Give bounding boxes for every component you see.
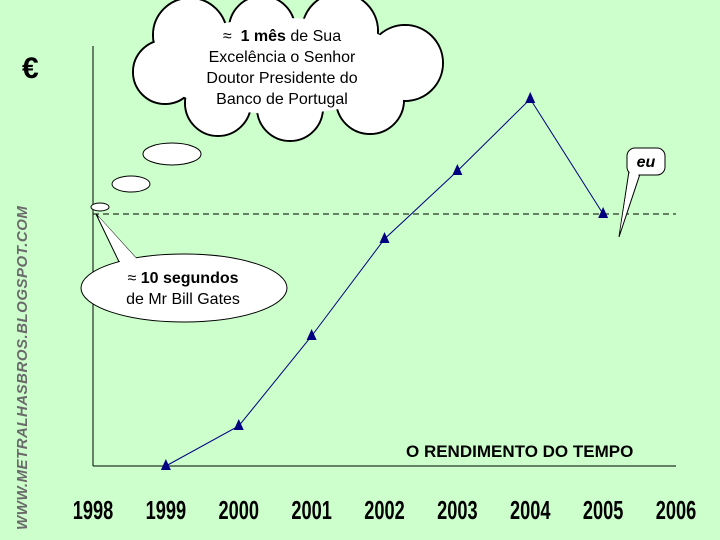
x-tick-label: 2004 — [510, 496, 551, 525]
approx-symbol: ≈ — [127, 270, 137, 287]
gates-line-1: ≈ 10 segundos — [100, 268, 266, 289]
chart-title: O RENDIMENTO DO TEMPO — [406, 442, 634, 461]
x-tick-label: 2000 — [219, 496, 259, 525]
x-tick-label: 2006 — [656, 496, 696, 525]
gates-speech-bubble — [80, 213, 288, 323]
thought-dot-large — [142, 142, 202, 166]
governor-line-1: ≈ 1 mês de Sua — [182, 26, 382, 47]
data-point-marker — [160, 459, 171, 470]
data-point-marker — [525, 92, 536, 103]
watermark-text: WWW.METRALHASBROS.BLOGSPOT.COM — [14, 205, 31, 530]
gates-duration: 10 segundos — [140, 270, 239, 287]
data-point-marker — [598, 207, 609, 218]
governor-thought-cloud — [90, 0, 444, 212]
governor-bubble-text: ≈ 1 mês de Sua Excelência o Senhor Douto… — [182, 26, 382, 110]
x-tick-label: 1999 — [146, 496, 186, 525]
governor-duration: 1 mês — [240, 28, 286, 45]
gates-bubble-text: ≈ 10 segundos de Mr Bill Gates — [100, 268, 266, 310]
approx-symbol: ≈ — [222, 28, 232, 45]
me-callout — [618, 147, 666, 238]
x-tick-label: 2003 — [437, 496, 477, 525]
me-label: eu — [636, 154, 656, 171]
thought-dot-medium — [111, 175, 151, 193]
data-point-marker — [452, 164, 463, 175]
x-tick-label: 2001 — [291, 496, 331, 525]
x-tick-label: 1998 — [73, 496, 113, 525]
data-point-marker — [233, 419, 244, 430]
data-point-marker — [306, 329, 317, 340]
y-axis-unit: € — [22, 52, 39, 85]
governor-line-3: Doutor Presidente do — [206, 70, 358, 87]
gates-line-2: de Mr Bill Gates — [126, 291, 240, 308]
x-tick-label: 2002 — [364, 496, 404, 525]
thought-dot-small — [90, 202, 110, 212]
data-point-marker — [379, 232, 390, 243]
cloud-shape — [132, 0, 444, 142]
governor-line-4: Banco de Portugal — [216, 91, 348, 108]
x-tick-label: 2005 — [583, 496, 623, 525]
governor-line-1-rest: de Sua — [285, 28, 342, 45]
governor-line-2: Excelência o Senhor — [208, 49, 356, 66]
